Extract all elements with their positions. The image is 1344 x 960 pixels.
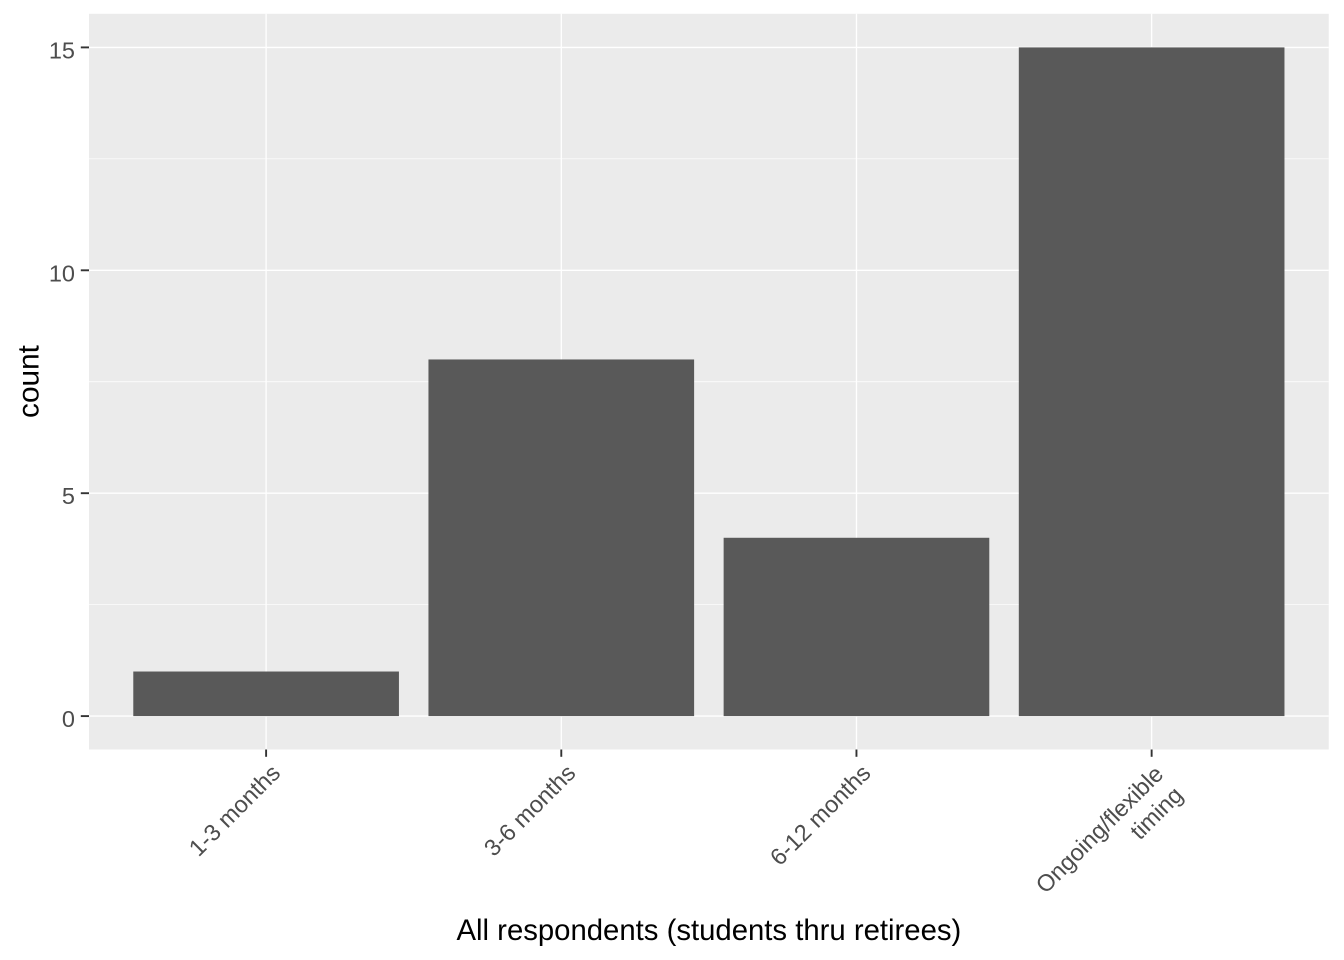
svg-text:10: 10 — [49, 260, 75, 286]
svg-text:3-6 months: 3-6 months — [479, 760, 581, 862]
svg-text:15: 15 — [49, 37, 75, 63]
svg-text:1-3 months: 1-3 months — [184, 760, 286, 862]
svg-text:0: 0 — [62, 706, 75, 732]
svg-text:count: count — [13, 344, 46, 418]
svg-text:5: 5 — [62, 483, 75, 509]
svg-text:All respondents (students thru: All respondents (students thru retirees) — [456, 914, 961, 947]
svg-text:6-12 months: 6-12 months — [765, 760, 876, 871]
